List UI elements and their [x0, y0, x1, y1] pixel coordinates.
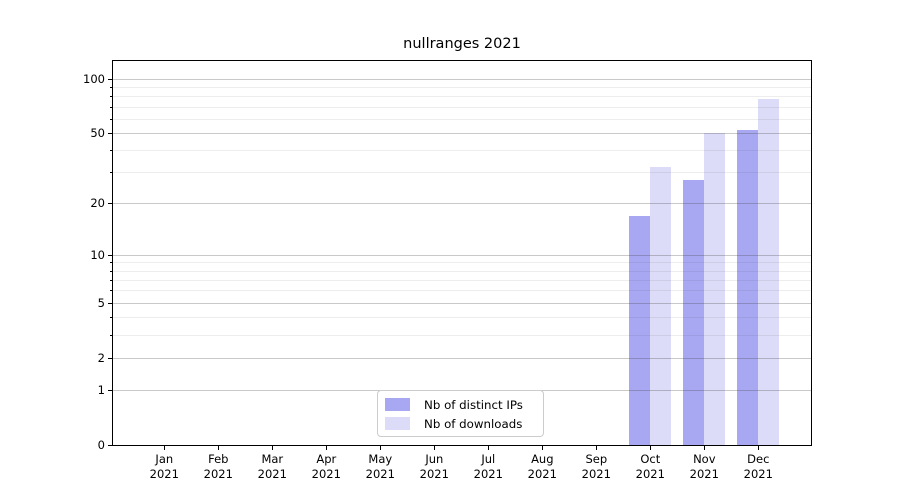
y-tick-mark: [109, 96, 112, 98]
y-tick-mark: [109, 150, 112, 152]
legend: Nb of distinct IPs Nb of downloads: [377, 390, 544, 437]
y-tick-mark: [109, 262, 112, 264]
legend-label-downloads: Nb of downloads: [424, 416, 523, 431]
x-tick-mark: [488, 446, 490, 450]
y-tick-mark: [108, 203, 112, 205]
x-tick-mark: [272, 446, 274, 450]
plot-area: [112, 60, 812, 446]
y-tick-mark: [108, 254, 112, 256]
gridline-minor: [113, 270, 811, 272]
x-tick-label: Jan 2021: [149, 452, 179, 481]
x-tick-label: Aug 2021: [527, 452, 557, 481]
gridline-minor: [113, 279, 811, 281]
gridline-minor: [113, 86, 811, 88]
y-tick-mark: [109, 172, 112, 174]
y-tick-mark: [108, 357, 112, 359]
gridline-minor: [113, 96, 811, 98]
y-tick-mark: [109, 317, 112, 319]
y-tick-label: 2: [97, 350, 105, 365]
bar-downloads: [650, 167, 672, 445]
y-tick-label: 50: [90, 125, 105, 140]
y-tick-mark: [109, 86, 112, 88]
x-tick-mark: [704, 446, 706, 450]
x-tick-mark: [434, 446, 436, 450]
x-tick-label: Dec 2021: [743, 452, 773, 481]
bars-layer: [113, 61, 811, 445]
gridline-major: [113, 357, 811, 359]
legend-row-downloads: Nb of downloads: [385, 415, 535, 432]
y-tick-label: 10: [90, 247, 105, 262]
x-tick-label: Feb 2021: [203, 452, 233, 481]
grid-layer: [113, 61, 811, 445]
legend-swatch-downloads: [385, 417, 410, 430]
y-tick-label: 0: [97, 438, 105, 452]
bar-distinct-ips: [629, 215, 651, 445]
y-tick-mark: [109, 279, 112, 281]
bar-distinct-ips: [737, 129, 759, 445]
legend-label-distinct-ips: Nb of distinct IPs: [424, 397, 523, 412]
y-tick-mark: [109, 334, 112, 336]
x-tick-label: Oct 2021: [635, 452, 665, 481]
x-tick-mark: [326, 446, 328, 450]
y-tick-label: 5: [97, 295, 105, 310]
x-tick-label: Jul 2021: [473, 452, 503, 481]
gridline-major: [113, 302, 811, 304]
y-tick-mark: [109, 118, 112, 120]
x-tick-mark: [164, 446, 166, 450]
x-tick-mark: [542, 446, 544, 450]
y-tick-label: 20: [90, 196, 105, 211]
gridline-major: [113, 132, 811, 134]
gridline-minor: [113, 290, 811, 292]
bar-downloads: [704, 132, 726, 445]
gridline-minor: [113, 334, 811, 336]
bar-downloads: [758, 99, 780, 445]
x-tick-mark: [596, 446, 598, 450]
x-axis-labels: Jan 2021 Feb 2021 Mar 2021 Apr 2021 May 2021 Jun 20…: [0, 452, 900, 486]
y-tick-mark: [108, 302, 112, 304]
x-tick-label: Jun 2021: [419, 452, 449, 481]
gridline-minor: [113, 118, 811, 120]
y-axis-labels: 0 1 2 5 10 20 50 100: [40, 61, 105, 451]
y-tick-mark: [108, 445, 112, 446]
gridline-minor: [113, 150, 811, 152]
y-tick-mark: [108, 389, 112, 391]
x-tick-mark: [380, 446, 382, 450]
y-tick-label: 1: [97, 382, 105, 397]
legend-swatch-distinct-ips: [385, 398, 410, 411]
x-tick-mark: [758, 446, 760, 450]
gridline-major: [113, 78, 811, 80]
x-tick-label: Nov 2021: [689, 452, 719, 481]
y-tick-label: 100: [83, 71, 105, 86]
gridline-minor: [113, 317, 811, 319]
y-tick-mark: [109, 290, 112, 292]
gridline-minor: [113, 262, 811, 264]
y-tick-mark: [109, 106, 112, 108]
y-tick-mark: [108, 132, 112, 134]
gridline-minor: [113, 172, 811, 174]
x-tick-label: Apr 2021: [311, 452, 341, 481]
x-tick-label: May 2021: [365, 452, 395, 481]
gridline-major: [113, 203, 811, 205]
x-tick-mark: [650, 446, 652, 450]
x-tick-label: Sep 2021: [581, 452, 611, 481]
y-tick-mark: [109, 270, 112, 272]
x-tick-mark: [218, 446, 220, 450]
gridline-major: [113, 254, 811, 256]
bar-distinct-ips: [683, 180, 705, 445]
gridline-minor: [113, 106, 811, 108]
legend-row-distinct-ips: Nb of distinct IPs: [385, 396, 535, 413]
y-tick-mark: [108, 78, 112, 80]
chart-title: nullranges 2021: [403, 36, 521, 52]
x-tick-label: Mar 2021: [257, 452, 287, 481]
